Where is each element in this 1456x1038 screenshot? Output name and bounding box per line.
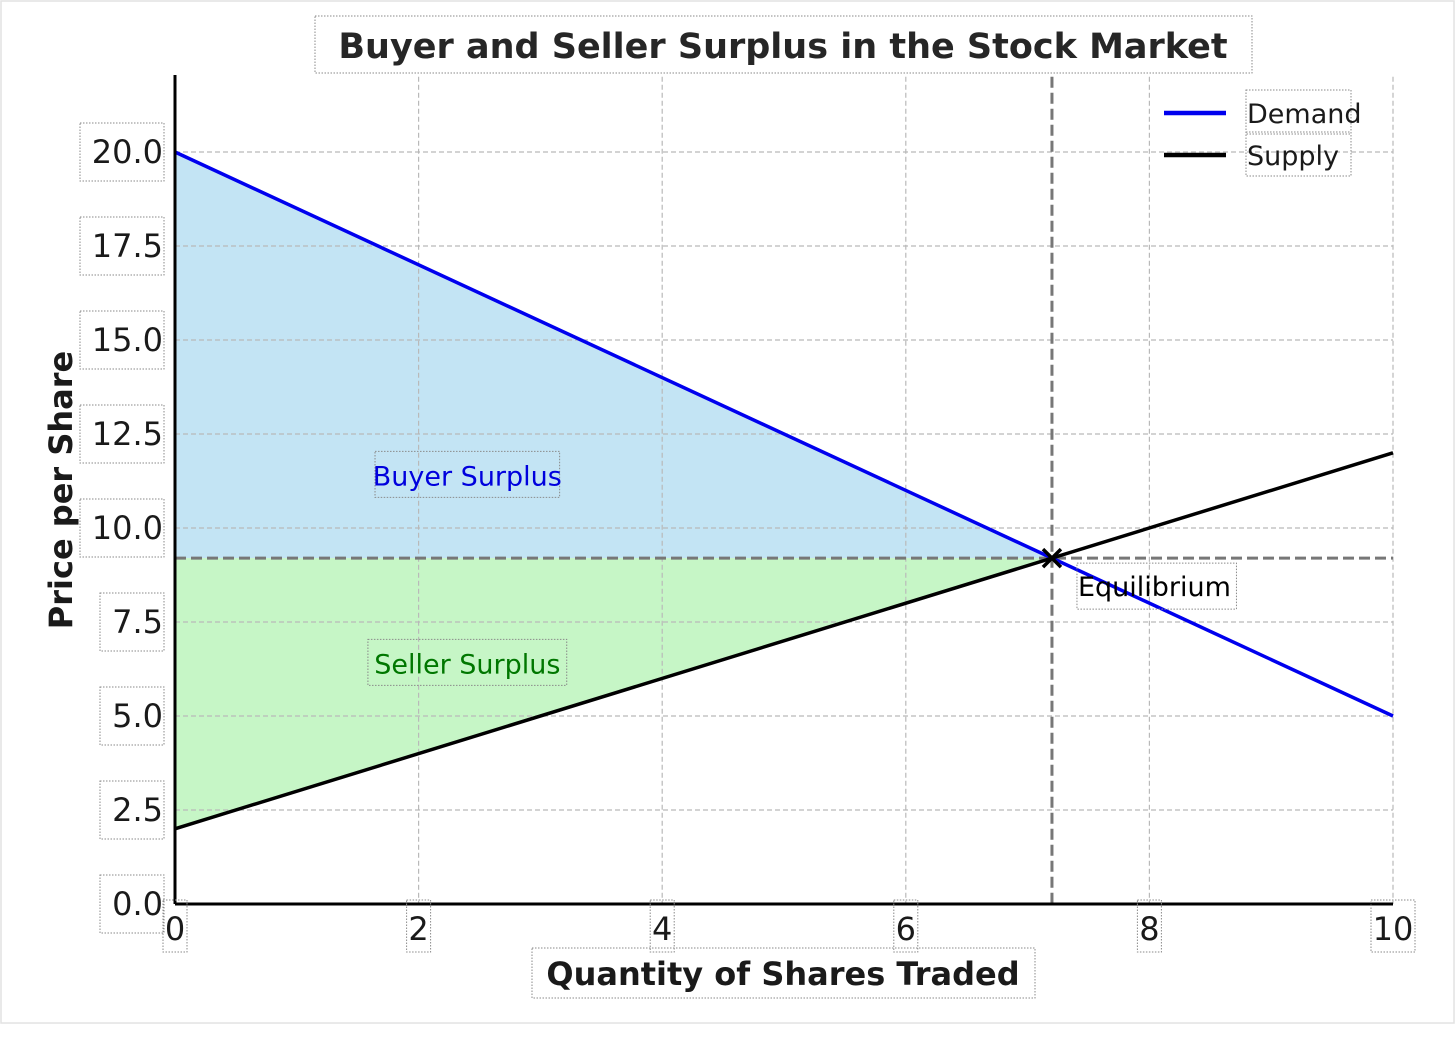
y-tick-box-8 <box>79 122 165 182</box>
chart-title: Buyer and Seller Surplus in the Stock Ma… <box>338 27 1227 67</box>
legend-label-supply: Supply <box>1247 141 1339 172</box>
series-lines <box>174 150 1394 831</box>
x-tick-label: 8 <box>1139 910 1159 948</box>
legend-label-box-1 <box>1245 131 1352 177</box>
series-line-supply <box>174 451 1394 831</box>
equilibrium-label: Equilibrium <box>1078 572 1231 603</box>
x-tick-box-3 <box>893 899 919 953</box>
y-tick-box-1 <box>99 780 165 840</box>
series-line-demand <box>174 150 1394 718</box>
surplus-regions <box>175 152 1052 829</box>
annotations: Buyer Surplus Seller Surplus Equilibrium <box>367 450 1237 686</box>
y-tick-box-2 <box>99 686 165 746</box>
y-tick-label: 5.0 <box>112 697 163 735</box>
y-tick-label: 2.5 <box>112 791 163 829</box>
y-axis-title: Price per Share <box>42 351 80 629</box>
y-tick-label: 15.0 <box>92 321 163 359</box>
x-axis-title-group: Quantity of Shares Traded <box>531 947 1036 999</box>
x-tick-box-5 <box>1370 899 1416 953</box>
x-axis-title: Quantity of Shares Traded <box>546 955 1019 993</box>
legend-label-box-0 <box>1245 89 1352 135</box>
tick-labels: 0 2 4 6 8 10 0.0 2.5 5.0 7.5 10.0 12.5 15.0 17.5 20.0 <box>79 122 1416 953</box>
y-tick-label: 10.0 <box>92 509 163 547</box>
legend: Demand Supply <box>1164 89 1362 177</box>
x-axis-title-box <box>531 947 1036 999</box>
y-tick-label: 12.5 <box>92 415 163 453</box>
y-tick-box-3 <box>99 592 165 652</box>
equilibrium-guides <box>175 76 1393 904</box>
y-axis-title-group: Price per Share <box>42 351 80 629</box>
x-tick-box-4 <box>1136 899 1162 953</box>
y-tick-box-5 <box>79 404 165 464</box>
buyer-surplus-label: Buyer Surplus <box>373 461 562 492</box>
y-tick-label: 20.0 <box>92 133 163 171</box>
x-tick-label: 10 <box>1373 910 1414 948</box>
y-tick-label: 7.5 <box>112 603 163 641</box>
x-tick-box-0 <box>162 899 188 953</box>
equilibrium-label-box <box>1076 562 1237 610</box>
region-label-box-0 <box>374 450 561 498</box>
legend-label-demand: Demand <box>1247 99 1362 130</box>
y-tick-box-7 <box>79 216 165 276</box>
equilibrium-marker <box>1041 547 1063 569</box>
x-tick-box-2 <box>649 899 675 953</box>
axes <box>173 75 1393 906</box>
y-tick-box-6 <box>79 310 165 370</box>
x-tick-label: 6 <box>896 910 916 948</box>
x-tick-label: 0 <box>165 910 185 948</box>
seller-surplus-label: Seller Surplus <box>374 649 560 680</box>
y-tick-label: 0.0 <box>112 885 163 923</box>
x-tick-label: 4 <box>652 910 672 948</box>
x-tick-box-1 <box>406 899 432 953</box>
chart-title-group: Buyer and Seller Surplus in the Stock Ma… <box>314 15 1253 74</box>
x-tick-label: 2 <box>408 910 428 948</box>
region-label-box-1 <box>367 638 568 686</box>
y-tick-box-4 <box>79 498 165 558</box>
y-tick-label: 17.5 <box>92 227 163 265</box>
y-tick-box-0 <box>99 874 165 934</box>
chart-title-box <box>314 15 1253 74</box>
